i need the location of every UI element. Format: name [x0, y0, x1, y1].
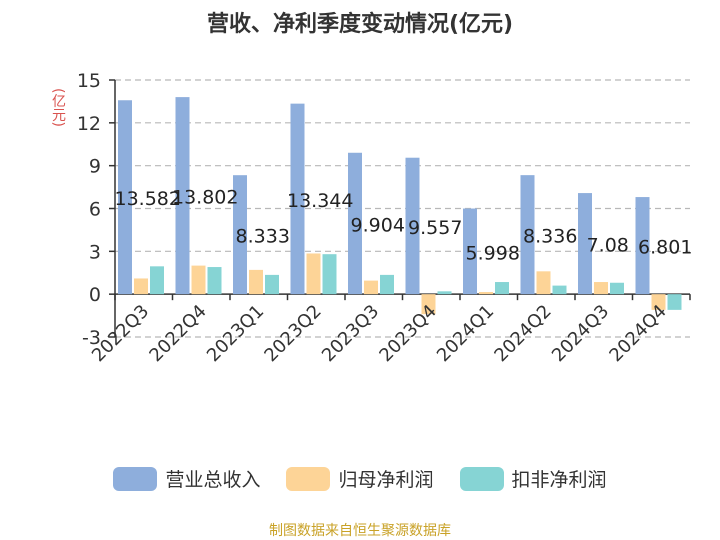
bar-revenue — [578, 193, 592, 295]
bar-deducted-profit — [667, 294, 682, 310]
x-tick-label: 2022Q4 — [145, 301, 210, 366]
bar-revenue — [118, 100, 132, 295]
x-tick-label: 2023Q4 — [375, 301, 440, 366]
chart-title: 营收、净利季度变动情况(亿元) — [206, 12, 514, 37]
bar-net-profit — [479, 292, 493, 295]
data-label-revenue: 9.904 — [351, 214, 405, 236]
legend-swatch-net-profit — [286, 466, 331, 491]
bar-net-profit — [364, 280, 378, 295]
legend: 营业总收入 归母净利润 扣非净利润 — [0, 465, 720, 492]
bar-revenue — [635, 197, 650, 295]
bar-net-profit — [594, 282, 608, 295]
legend-item-net-profit[interactable]: 归母净利润 — [286, 465, 434, 492]
bar-revenue — [463, 208, 477, 295]
x-tick-label: 2023Q3 — [318, 301, 383, 366]
x-tick-label: 2024Q4 — [605, 301, 670, 366]
bar-revenue — [175, 97, 190, 295]
x-tick-label: 2024Q1 — [433, 301, 498, 366]
bar-net-profit — [306, 253, 321, 295]
legend-item-revenue[interactable]: 营业总收入 — [113, 465, 260, 492]
legend-swatch-deducted-profit — [459, 466, 504, 491]
bar-deducted-profit — [610, 282, 624, 295]
legend-swatch-revenue — [113, 466, 158, 491]
y-tick-label: 6 — [89, 199, 101, 221]
bar-revenue — [290, 103, 305, 295]
x-tick-label: 2023Q1 — [203, 301, 268, 366]
bar-deducted-profit — [322, 254, 337, 295]
legend-label-revenue: 营业总收入 — [165, 469, 261, 491]
bar-revenue — [348, 152, 362, 295]
bar-net-profit — [421, 294, 436, 315]
bar-chart: 15129630-32022Q32022Q42023Q12023Q22023Q3… — [77, 70, 693, 366]
data-label-revenue: 13.582 — [115, 188, 181, 210]
data-source-note: 制图数据来自恒生聚源数据库 — [269, 523, 451, 539]
bar-net-profit — [651, 294, 666, 310]
bar-revenue — [520, 175, 535, 295]
bar-net-profit — [249, 269, 263, 295]
data-label-revenue: 13.802 — [172, 187, 238, 209]
bar-deducted-profit — [552, 285, 567, 295]
bar-deducted-profit — [207, 267, 222, 295]
y-tick-label: 9 — [89, 156, 101, 178]
y-tick-label: -3 — [82, 327, 101, 349]
y-tick-label: 0 — [89, 284, 101, 306]
legend-label-deducted-profit: 扣非净利润 — [511, 469, 607, 491]
bar-deducted-profit — [437, 291, 452, 295]
x-tick-label: 2024Q3 — [548, 301, 613, 366]
data-label-revenue: 8.336 — [523, 226, 577, 248]
bar-deducted-profit — [495, 282, 509, 295]
data-label-revenue: 5.998 — [466, 242, 520, 264]
y-tick-label: 12 — [77, 113, 101, 135]
y-tick-label: 15 — [77, 70, 101, 92]
bar-deducted-profit — [380, 274, 394, 295]
legend-item-deducted-profit[interactable]: 扣非净利润 — [459, 465, 607, 492]
y-tick-label: 3 — [89, 241, 101, 263]
data-label-revenue: 8.333 — [236, 226, 290, 248]
bar-net-profit — [536, 271, 551, 295]
data-label-revenue: 7.08 — [587, 235, 629, 257]
x-tick-label: 2024Q2 — [490, 301, 555, 366]
data-label-revenue: 13.344 — [287, 190, 353, 212]
bar-net-profit — [134, 278, 148, 295]
bar-deducted-profit — [265, 274, 279, 295]
x-tick-label: 2023Q2 — [260, 301, 325, 366]
bar-deducted-profit — [150, 266, 164, 295]
legend-label-net-profit: 归母净利润 — [338, 469, 434, 491]
bar-net-profit — [191, 265, 206, 295]
data-label-revenue: 9.557 — [408, 217, 462, 239]
bar-revenue — [405, 157, 420, 295]
data-label-revenue: 6.801 — [638, 237, 692, 259]
bar-revenue — [233, 175, 247, 295]
y-axis-unit: (亿元) — [50, 88, 66, 127]
